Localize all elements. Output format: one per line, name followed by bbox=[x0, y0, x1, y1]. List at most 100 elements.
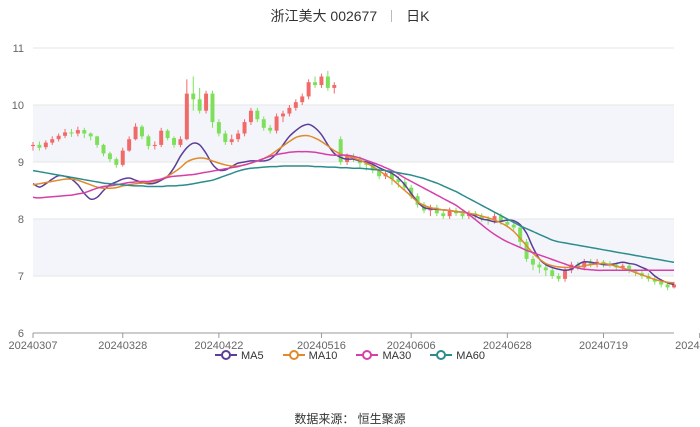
grid-band bbox=[33, 105, 674, 162]
candle-body bbox=[575, 264, 580, 268]
x-tick-label: 20240719 bbox=[579, 340, 628, 352]
candle-body bbox=[492, 216, 497, 221]
candle-body bbox=[165, 130, 170, 139]
candle-body bbox=[652, 278, 657, 282]
legend-ma60-marker bbox=[430, 350, 453, 360]
candle-body bbox=[69, 132, 74, 134]
candle-body bbox=[120, 150, 125, 165]
x-tick-label: 20240516 bbox=[297, 340, 346, 352]
candle-body bbox=[556, 276, 561, 279]
candle-body bbox=[37, 144, 42, 148]
candle-body bbox=[101, 144, 106, 154]
candle-body bbox=[306, 82, 311, 97]
candle-body bbox=[255, 110, 260, 120]
candle-body bbox=[325, 76, 330, 88]
stock-name: 浙江美大 002677 bbox=[270, 8, 378, 24]
legend-ma5[interactable]: MA5 bbox=[214, 350, 264, 362]
candle-body bbox=[178, 139, 183, 145]
candle-body bbox=[139, 126, 144, 137]
candle-body bbox=[672, 284, 676, 288]
series-line-ma30 bbox=[32, 150, 674, 272]
candle-body bbox=[88, 133, 93, 137]
candle-body bbox=[63, 132, 68, 136]
candle-body bbox=[460, 213, 465, 217]
candle-body bbox=[197, 99, 202, 111]
x-tick-label: 20240307 bbox=[9, 340, 58, 352]
candle-body bbox=[543, 267, 548, 271]
x-tick-label: 20240628 bbox=[483, 340, 532, 352]
candle-body bbox=[665, 284, 670, 288]
series-line-ma10 bbox=[32, 134, 675, 284]
candle-body bbox=[242, 122, 247, 134]
candle-body bbox=[127, 139, 132, 151]
legend-ma30-marker bbox=[356, 350, 379, 360]
candle-body bbox=[396, 179, 401, 182]
candle-body bbox=[216, 122, 221, 134]
candle-body bbox=[229, 139, 234, 143]
candle-body bbox=[204, 93, 209, 111]
candle-body bbox=[409, 187, 414, 197]
candle-body bbox=[370, 164, 375, 171]
candle-body bbox=[633, 270, 638, 274]
candle-body bbox=[248, 110, 253, 123]
period-label: 日K bbox=[406, 8, 430, 24]
candle-body bbox=[415, 196, 420, 205]
candle-body bbox=[582, 261, 587, 268]
legend-ma5-label: MA5 bbox=[240, 350, 264, 362]
grid-band bbox=[33, 219, 674, 276]
candle-body bbox=[268, 127, 273, 131]
legend-ma10[interactable]: MA10 bbox=[282, 350, 338, 362]
candle-body bbox=[223, 133, 228, 143]
candle-body bbox=[441, 213, 446, 217]
candle-body bbox=[447, 210, 452, 217]
candle-body bbox=[498, 216, 503, 222]
candle-body bbox=[152, 144, 157, 147]
x-tick-label: 20240328 bbox=[98, 340, 147, 352]
candle-body bbox=[530, 258, 535, 265]
candle-body bbox=[261, 119, 266, 128]
legend-ma10-label: MA10 bbox=[308, 350, 338, 362]
candle-body bbox=[505, 221, 510, 225]
candle-body bbox=[338, 139, 343, 162]
legend: MA5 MA10 MA30 MA60 bbox=[0, 350, 700, 362]
candle-body bbox=[377, 170, 382, 177]
candle-body bbox=[563, 270, 568, 279]
candle-body bbox=[56, 135, 61, 140]
candle-body bbox=[75, 130, 80, 134]
x-tick-label: 20240422 bbox=[194, 340, 243, 352]
candle-body bbox=[537, 264, 542, 268]
title-separator bbox=[391, 10, 393, 22]
candle-body bbox=[479, 216, 484, 219]
candle-body bbox=[659, 281, 664, 285]
candle-body bbox=[31, 144, 35, 147]
legend-ma5-marker bbox=[214, 350, 237, 360]
y-tick-label: 6 bbox=[18, 328, 24, 340]
candle-body bbox=[159, 130, 164, 145]
candle-body bbox=[274, 116, 279, 131]
y-tick-label: 7 bbox=[18, 271, 24, 283]
candle-body bbox=[50, 139, 55, 143]
x-tick-label: 20240809 bbox=[675, 340, 700, 352]
y-tick-label: 8 bbox=[18, 214, 24, 226]
candle-body bbox=[82, 130, 87, 134]
candle-body bbox=[389, 173, 394, 180]
legend-ma30[interactable]: MA30 bbox=[356, 350, 411, 362]
candle-body bbox=[281, 113, 285, 117]
candle-body bbox=[620, 265, 625, 268]
candle-body bbox=[518, 227, 523, 242]
candle-body bbox=[114, 159, 119, 165]
candle-body bbox=[236, 133, 241, 140]
candle-body bbox=[319, 76, 324, 86]
chart-title: 浙江美大 002677 日K bbox=[0, 6, 700, 26]
candle-body bbox=[133, 126, 138, 140]
candle-body bbox=[313, 82, 318, 86]
candle-body bbox=[588, 261, 593, 265]
legend-ma60[interactable]: MA60 bbox=[430, 350, 485, 362]
y-tick-label: 11 bbox=[13, 43, 24, 55]
y-tick-label: 9 bbox=[18, 157, 24, 169]
candle-body bbox=[332, 85, 337, 88]
candle-body bbox=[364, 163, 369, 165]
candle-body bbox=[511, 224, 516, 228]
y-tick-label: 10 bbox=[12, 100, 24, 112]
